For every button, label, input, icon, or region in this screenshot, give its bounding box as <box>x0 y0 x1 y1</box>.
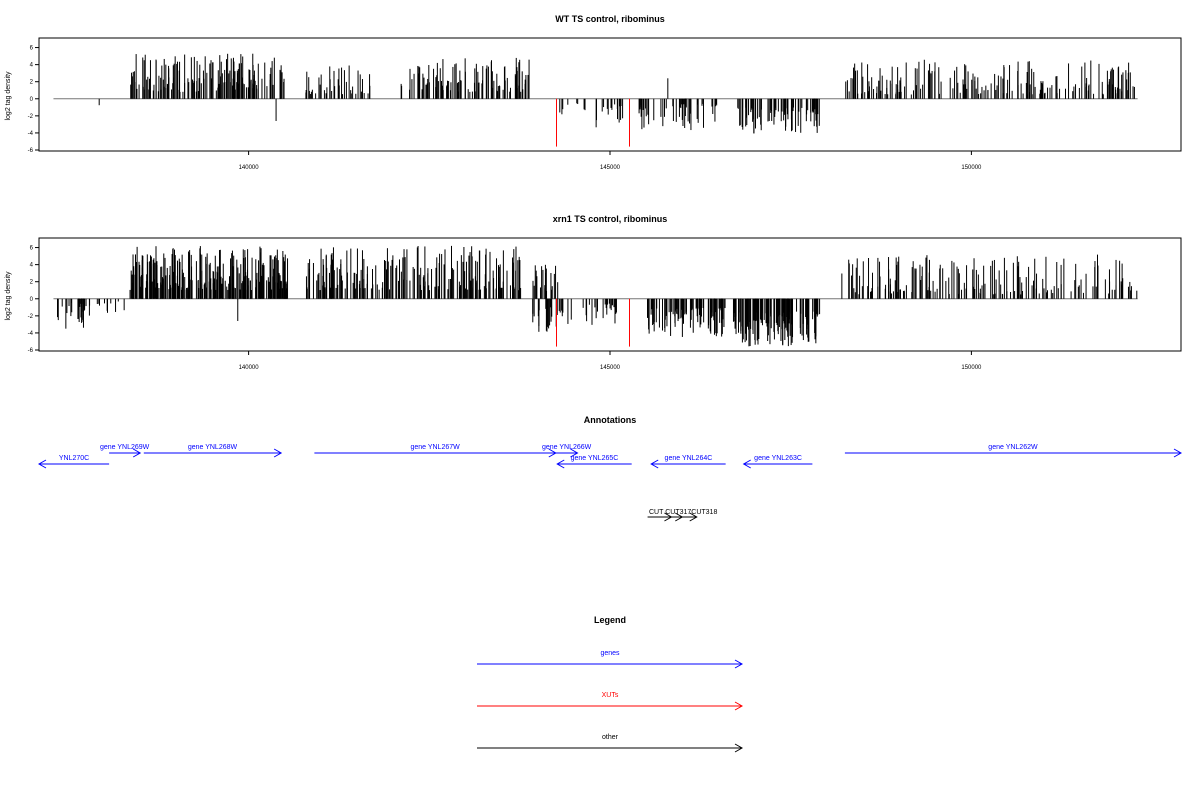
legend-item-other: other <box>477 734 744 753</box>
gene-label: gene YNL268W <box>188 444 238 451</box>
legend-title: Legend <box>594 615 626 625</box>
x-tick-label: 150000 <box>961 165 982 171</box>
panel-xrn1-ylabel: log2 tag density <box>5 271 12 321</box>
legend: Legend genes XUTs other <box>477 615 744 753</box>
gene-arrow <box>556 459 632 469</box>
y-tick-label: -6 <box>28 348 34 354</box>
x-tick-label: 140000 <box>239 365 260 371</box>
legend-label: genes <box>600 650 620 657</box>
y-tick-label: -2 <box>28 114 34 120</box>
y-tick-label: 2 <box>30 280 34 286</box>
legend-label: XUTs <box>602 692 619 699</box>
gene-label: gene YNL263C <box>754 455 802 462</box>
panel-wt-title: WT TS control, ribominus <box>555 14 665 24</box>
x-tick-label: 145000 <box>600 165 621 171</box>
panel-xrn1-title: xrn1 TS control, ribominus <box>553 214 668 224</box>
y-tick-label: -2 <box>28 314 34 320</box>
panel-xrn1: xrn1 TS control, ribominus log2 tag dens… <box>5 214 1182 371</box>
annotations-track: Annotations YNL270C gene YNL269W gene YNL2… <box>37 415 1183 522</box>
y-tick-label: -4 <box>28 331 34 337</box>
gene-label: gene YNL269W <box>100 444 150 451</box>
y-tick-label: 6 <box>30 246 34 252</box>
legend-arrowhead <box>734 659 744 669</box>
gene-arrow <box>844 448 1183 458</box>
y-tick-label: -4 <box>28 131 34 137</box>
x-tick-label: 150000 <box>961 365 982 371</box>
y-tick-label: 2 <box>30 80 34 86</box>
gene-arrow <box>143 448 283 458</box>
annotations-title: Annotations <box>584 415 637 425</box>
y-tick-label: 0 <box>30 297 34 303</box>
y-tick-label: -6 <box>28 148 34 154</box>
legend-arrowhead <box>734 743 744 753</box>
y-tick-label: 4 <box>30 63 34 69</box>
gene-label: gene YNL262W <box>988 444 1038 451</box>
y-tick-label: 0 <box>30 97 34 103</box>
gene-label: gene YNL264C <box>665 455 713 462</box>
gene-arrow <box>555 448 579 458</box>
y-tick-label: 6 <box>30 46 34 52</box>
legend-arrowhead <box>734 701 744 711</box>
gene-arrow <box>650 459 726 469</box>
gene-label: gene YNL265C <box>571 455 619 462</box>
y-tick-label: 4 <box>30 263 34 269</box>
gene-label: YNL270C <box>59 455 89 462</box>
other-feature-arrow <box>675 512 698 522</box>
legend-label: other <box>602 734 619 741</box>
panel-wt-ylabel: log2 tag density <box>5 71 12 121</box>
gene-arrow <box>37 459 110 469</box>
legend-item-genes: genes <box>477 650 744 669</box>
gene-arrow <box>742 459 813 469</box>
gene-label: gene YNL267W <box>410 444 460 451</box>
x-tick-label: 145000 <box>600 365 621 371</box>
legend-item-xuts: XUTs <box>477 692 744 711</box>
panel-wt: WT TS control, ribominus log2 tag densit… <box>5 14 1182 171</box>
gene-arrow <box>109 448 142 458</box>
x-tick-label: 140000 <box>239 165 260 171</box>
gene-label: gene YNL266W <box>542 444 592 451</box>
other-features-label: CUT CUT317CUT318 <box>649 509 717 516</box>
